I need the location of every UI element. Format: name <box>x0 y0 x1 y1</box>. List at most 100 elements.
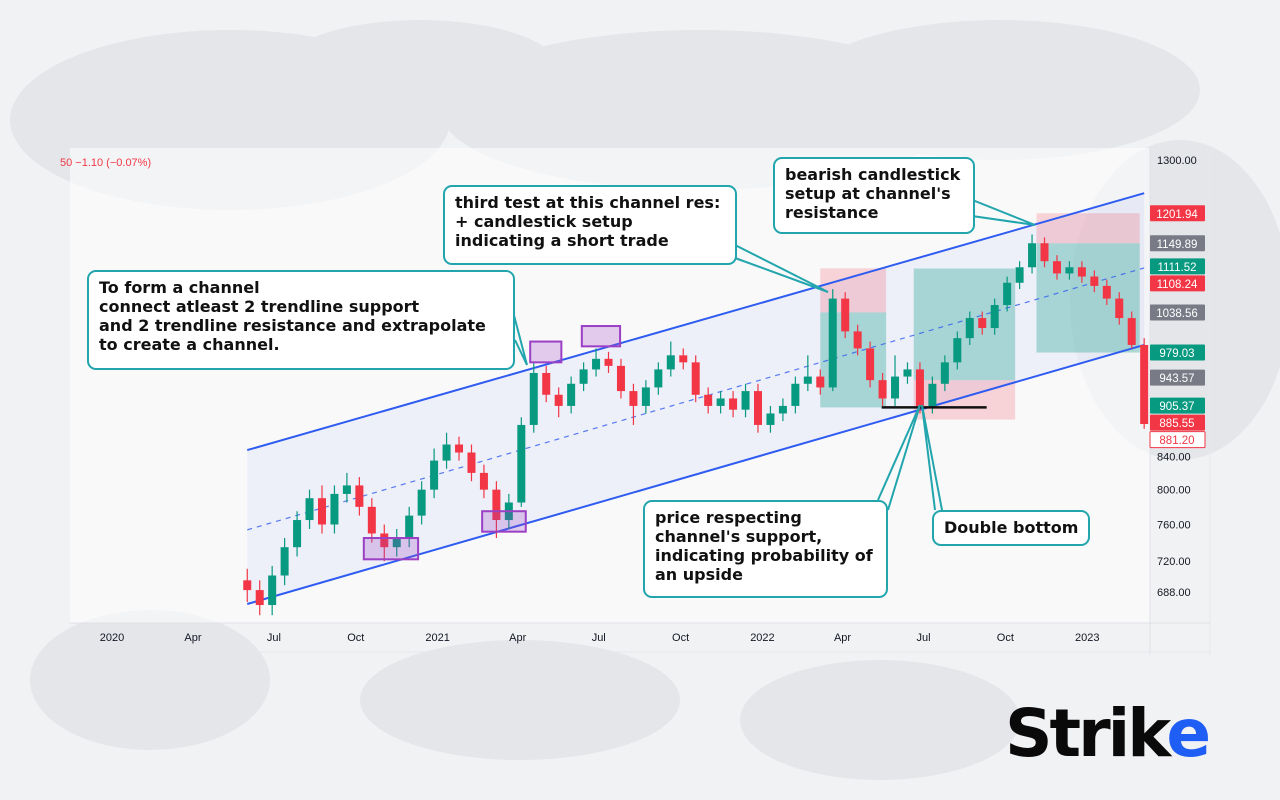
candle-body <box>417 489 426 516</box>
candle-body <box>405 515 414 539</box>
candle <box>716 391 725 414</box>
candle <box>1065 261 1074 280</box>
candle <box>255 580 264 616</box>
candle <box>704 387 713 414</box>
candle-body <box>866 348 875 381</box>
candle <box>317 485 326 534</box>
callout-pointer <box>877 404 921 511</box>
candle-body <box>455 444 464 453</box>
candle <box>392 528 401 557</box>
candle <box>579 362 588 392</box>
candle-body <box>928 383 937 406</box>
candle-body <box>691 362 700 395</box>
candle-body <box>293 520 302 548</box>
price-tag-label: 979.03 <box>1159 348 1194 360</box>
callout-support-respect: price respecting channel's support, indi… <box>643 500 888 598</box>
candle-body <box>567 383 576 406</box>
candle <box>978 311 987 335</box>
candle <box>293 511 302 557</box>
candle <box>853 324 862 356</box>
candle <box>654 362 663 395</box>
price-tag-label: 1201.94 <box>1156 209 1198 221</box>
candle <box>268 565 277 616</box>
x-tick-label: Apr <box>509 632 526 644</box>
candle <box>878 372 887 406</box>
candle <box>305 489 314 529</box>
candle-body <box>579 369 588 384</box>
candle-body <box>915 369 924 406</box>
candle-body <box>517 424 526 503</box>
callout-line: + candlestick setup <box>455 212 633 231</box>
callout-bearish-setup: bearish candlestick setup at channel's r… <box>773 157 975 234</box>
price-tag-label: 1108.24 <box>1157 279 1198 291</box>
candle <box>791 376 800 414</box>
y-tick-label: 1300.00 <box>1157 155 1197 167</box>
x-tick-label: Apr <box>834 632 851 644</box>
callout-line: Double bottom <box>944 518 1079 537</box>
price-tag-bg <box>1149 431 1206 449</box>
price-tag-bg <box>1150 397 1205 414</box>
candle <box>1077 261 1086 283</box>
candle <box>828 289 837 392</box>
candle-body <box>1003 282 1012 306</box>
candle-body <box>1077 267 1086 277</box>
candle-body <box>891 376 900 399</box>
candle <box>1102 279 1111 306</box>
candle-body <box>1052 261 1061 274</box>
candle <box>430 448 439 499</box>
candle <box>953 331 962 370</box>
candle-body <box>529 372 538 425</box>
candle-body <box>753 391 762 425</box>
candle <box>866 341 875 388</box>
channel-lower-line <box>246 344 1145 605</box>
candle <box>467 444 476 482</box>
price-tag: 1108.24 <box>1150 275 1205 292</box>
candle-body <box>380 533 389 548</box>
x-tick-label: Apr <box>184 632 201 644</box>
candle-body <box>841 298 850 332</box>
candle-body <box>654 369 663 388</box>
candle-body <box>716 398 725 406</box>
candle <box>691 355 700 403</box>
candle-body <box>666 355 675 370</box>
candle <box>1140 338 1149 429</box>
candle-body <box>878 380 887 399</box>
candle <box>940 355 949 392</box>
candle-body <box>990 305 999 329</box>
x-tick-label: Oct <box>672 632 689 644</box>
candle-body <box>729 398 738 410</box>
candle <box>816 369 825 395</box>
candle <box>355 477 364 516</box>
price-tag-bg <box>1150 344 1205 361</box>
callout-pointer <box>734 244 829 293</box>
callout-line: setup at channel's <box>785 184 951 203</box>
callout-third-test: third test at this channel res: + candle… <box>443 185 737 265</box>
callout-pointer <box>921 404 943 511</box>
callout-pointer <box>509 299 528 366</box>
price-tag: 1201.94 <box>1150 205 1205 222</box>
candle <box>342 472 351 503</box>
price-tag-label: 905.37 <box>1159 401 1194 413</box>
x-tick-label: 2023 <box>1075 632 1099 644</box>
candle <box>803 355 812 392</box>
price-tag-bg <box>1150 275 1205 292</box>
price-tag: 979.03 <box>1150 344 1205 361</box>
callout-line: indicating a short trade <box>455 231 669 250</box>
touch-highlight-box <box>580 325 622 348</box>
candle <box>903 362 912 384</box>
ticker-change-text: 50 −1.10 (−0.07%) <box>60 157 152 169</box>
candle-body <box>940 362 949 384</box>
candle <box>455 436 464 461</box>
x-tick-label: Jul <box>592 632 606 644</box>
candle <box>479 464 488 499</box>
price-tag-label: 943.57 <box>1159 373 1194 385</box>
callout-line: resistance <box>785 203 879 222</box>
callout-line: bearish candlestick <box>785 165 961 184</box>
candle-body <box>1115 298 1124 319</box>
candle <box>1090 270 1099 293</box>
strike-logo: Strike <box>1005 695 1211 772</box>
candle <box>380 524 389 562</box>
candle-body <box>467 452 476 473</box>
price-tag-label: 885.55 <box>1159 418 1194 430</box>
